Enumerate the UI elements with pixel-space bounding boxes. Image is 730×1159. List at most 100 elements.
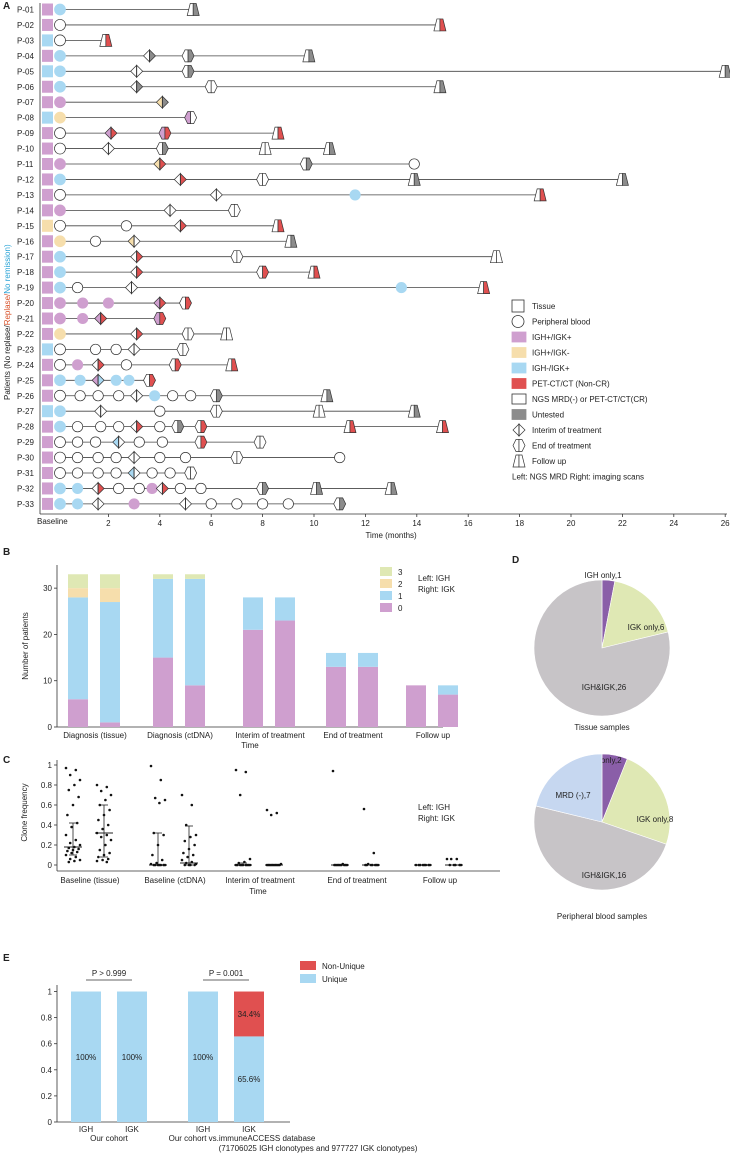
end-of-treatment-marker: [194, 435, 208, 449]
bar-label: IGH: [196, 1125, 210, 1134]
data-point: [105, 785, 109, 789]
patient-row: P-03: [17, 34, 113, 47]
y-tick-label: 1: [48, 761, 53, 770]
category-label: Baseline (tissue): [60, 876, 119, 885]
blood-draw-circle: [154, 405, 166, 417]
data-point: [184, 861, 188, 865]
interim-right-half: [97, 373, 105, 388]
x-tick-label: 20: [567, 519, 576, 528]
unique-percent: 100%: [122, 1053, 142, 1062]
data-point: [193, 863, 196, 867]
data-point: [64, 766, 68, 770]
follow-up-marker: [322, 142, 336, 155]
blood-draw-circle: [72, 359, 84, 371]
pie-slice: [601, 580, 669, 649]
x-tick-label: 22: [618, 519, 627, 528]
patient-row: P-30: [17, 450, 346, 465]
interim-left-half: [209, 188, 217, 202]
blood-sample: [54, 111, 66, 124]
p-value: P = 0.001: [209, 969, 244, 978]
patient-id: P-26: [17, 392, 34, 401]
end-of-treatment-marker: [179, 296, 192, 310]
patient-row: P-23: [17, 342, 190, 357]
data-point: [373, 863, 377, 867]
legend-label: 2: [398, 580, 403, 589]
data-point: [452, 863, 456, 867]
end-left-half: [168, 358, 176, 372]
y-axis-title: Clone frequency: [20, 783, 29, 841]
y-tick-label: 1: [48, 988, 53, 997]
patient-id: P-08: [17, 114, 34, 123]
end-right-half: [164, 126, 172, 140]
follow-up-marker: [220, 327, 234, 341]
patient-id: P-12: [17, 175, 34, 184]
interim-left-half: [130, 265, 138, 279]
data-point: [77, 847, 80, 851]
data-point: [153, 796, 157, 800]
blood-draw-circle: [110, 343, 122, 355]
data-point: [342, 863, 346, 867]
interim-marker: [91, 373, 105, 388]
tissue-sample: [42, 127, 53, 140]
blood-draw-circle: [282, 498, 294, 510]
blood-sample: [54, 281, 66, 294]
data-point: [455, 857, 459, 861]
end-of-treatment-marker: [230, 250, 244, 264]
x-tick-label: 26: [721, 519, 730, 528]
patient-id: P-23: [17, 345, 34, 354]
end-left-half: [204, 80, 212, 94]
patient-row: P-29: [17, 435, 267, 449]
patient-id: P-16: [17, 237, 34, 246]
interim-marker: [143, 49, 157, 63]
blood-draw-circle: [395, 282, 407, 294]
tissue-sample: [42, 451, 53, 464]
data-point: [152, 863, 156, 867]
blood-sample: [54, 204, 66, 217]
interim-right-half: [180, 218, 187, 233]
tissue-sample: [42, 3, 53, 16]
tissue-sample: [42, 436, 53, 449]
data-point: [193, 843, 196, 847]
data-point: [449, 857, 453, 861]
interim-marker: [101, 141, 115, 156]
end-left-half: [256, 173, 263, 186]
blood-draw-circle: [167, 390, 179, 402]
patient-id: P-13: [17, 191, 34, 200]
patient-id: P-31: [17, 469, 34, 478]
data-point: [64, 833, 68, 837]
interim-marker: [130, 79, 144, 94]
end-right-half: [190, 111, 198, 125]
end-left-half: [194, 420, 202, 433]
unique-percent: 100%: [76, 1053, 96, 1062]
data-point: [243, 860, 246, 864]
follow-up-marker: [307, 265, 321, 279]
end-of-treatment-marker: [194, 420, 208, 433]
end-left-half: [209, 389, 217, 403]
followup-right-half: [316, 482, 324, 495]
tissue-sample: [42, 374, 53, 387]
pie-slice-label: IGK only,8: [637, 815, 674, 824]
data-point: [238, 793, 242, 797]
interim-marker: [163, 203, 177, 218]
end-right-half: [215, 404, 223, 418]
legend-label: PET-CT/CT (Non-CR): [532, 380, 610, 389]
blood-draw-circle: [72, 282, 84, 294]
blood-draw-circle: [72, 467, 84, 479]
end-of-treatment-marker: [230, 451, 244, 464]
interim-left-half: [179, 497, 186, 511]
end-left-half: [256, 482, 263, 495]
y-tick-label: 10: [43, 677, 52, 686]
end-left-half: [171, 420, 179, 433]
patient-id: P-11: [17, 160, 34, 169]
followup-right-half: [483, 281, 491, 294]
y-tick-label: 0.6: [41, 801, 53, 810]
patient-row: P-32: [17, 481, 398, 496]
patient-row: P-17: [17, 249, 503, 264]
end-right-half: [187, 49, 195, 63]
patient-id: P-09: [17, 129, 34, 138]
patient-row: P-02: [17, 18, 447, 32]
data-point: [75, 821, 79, 825]
interim-marker: [91, 497, 105, 511]
interim-right-half: [110, 126, 118, 140]
interim-left-half: [143, 49, 150, 63]
